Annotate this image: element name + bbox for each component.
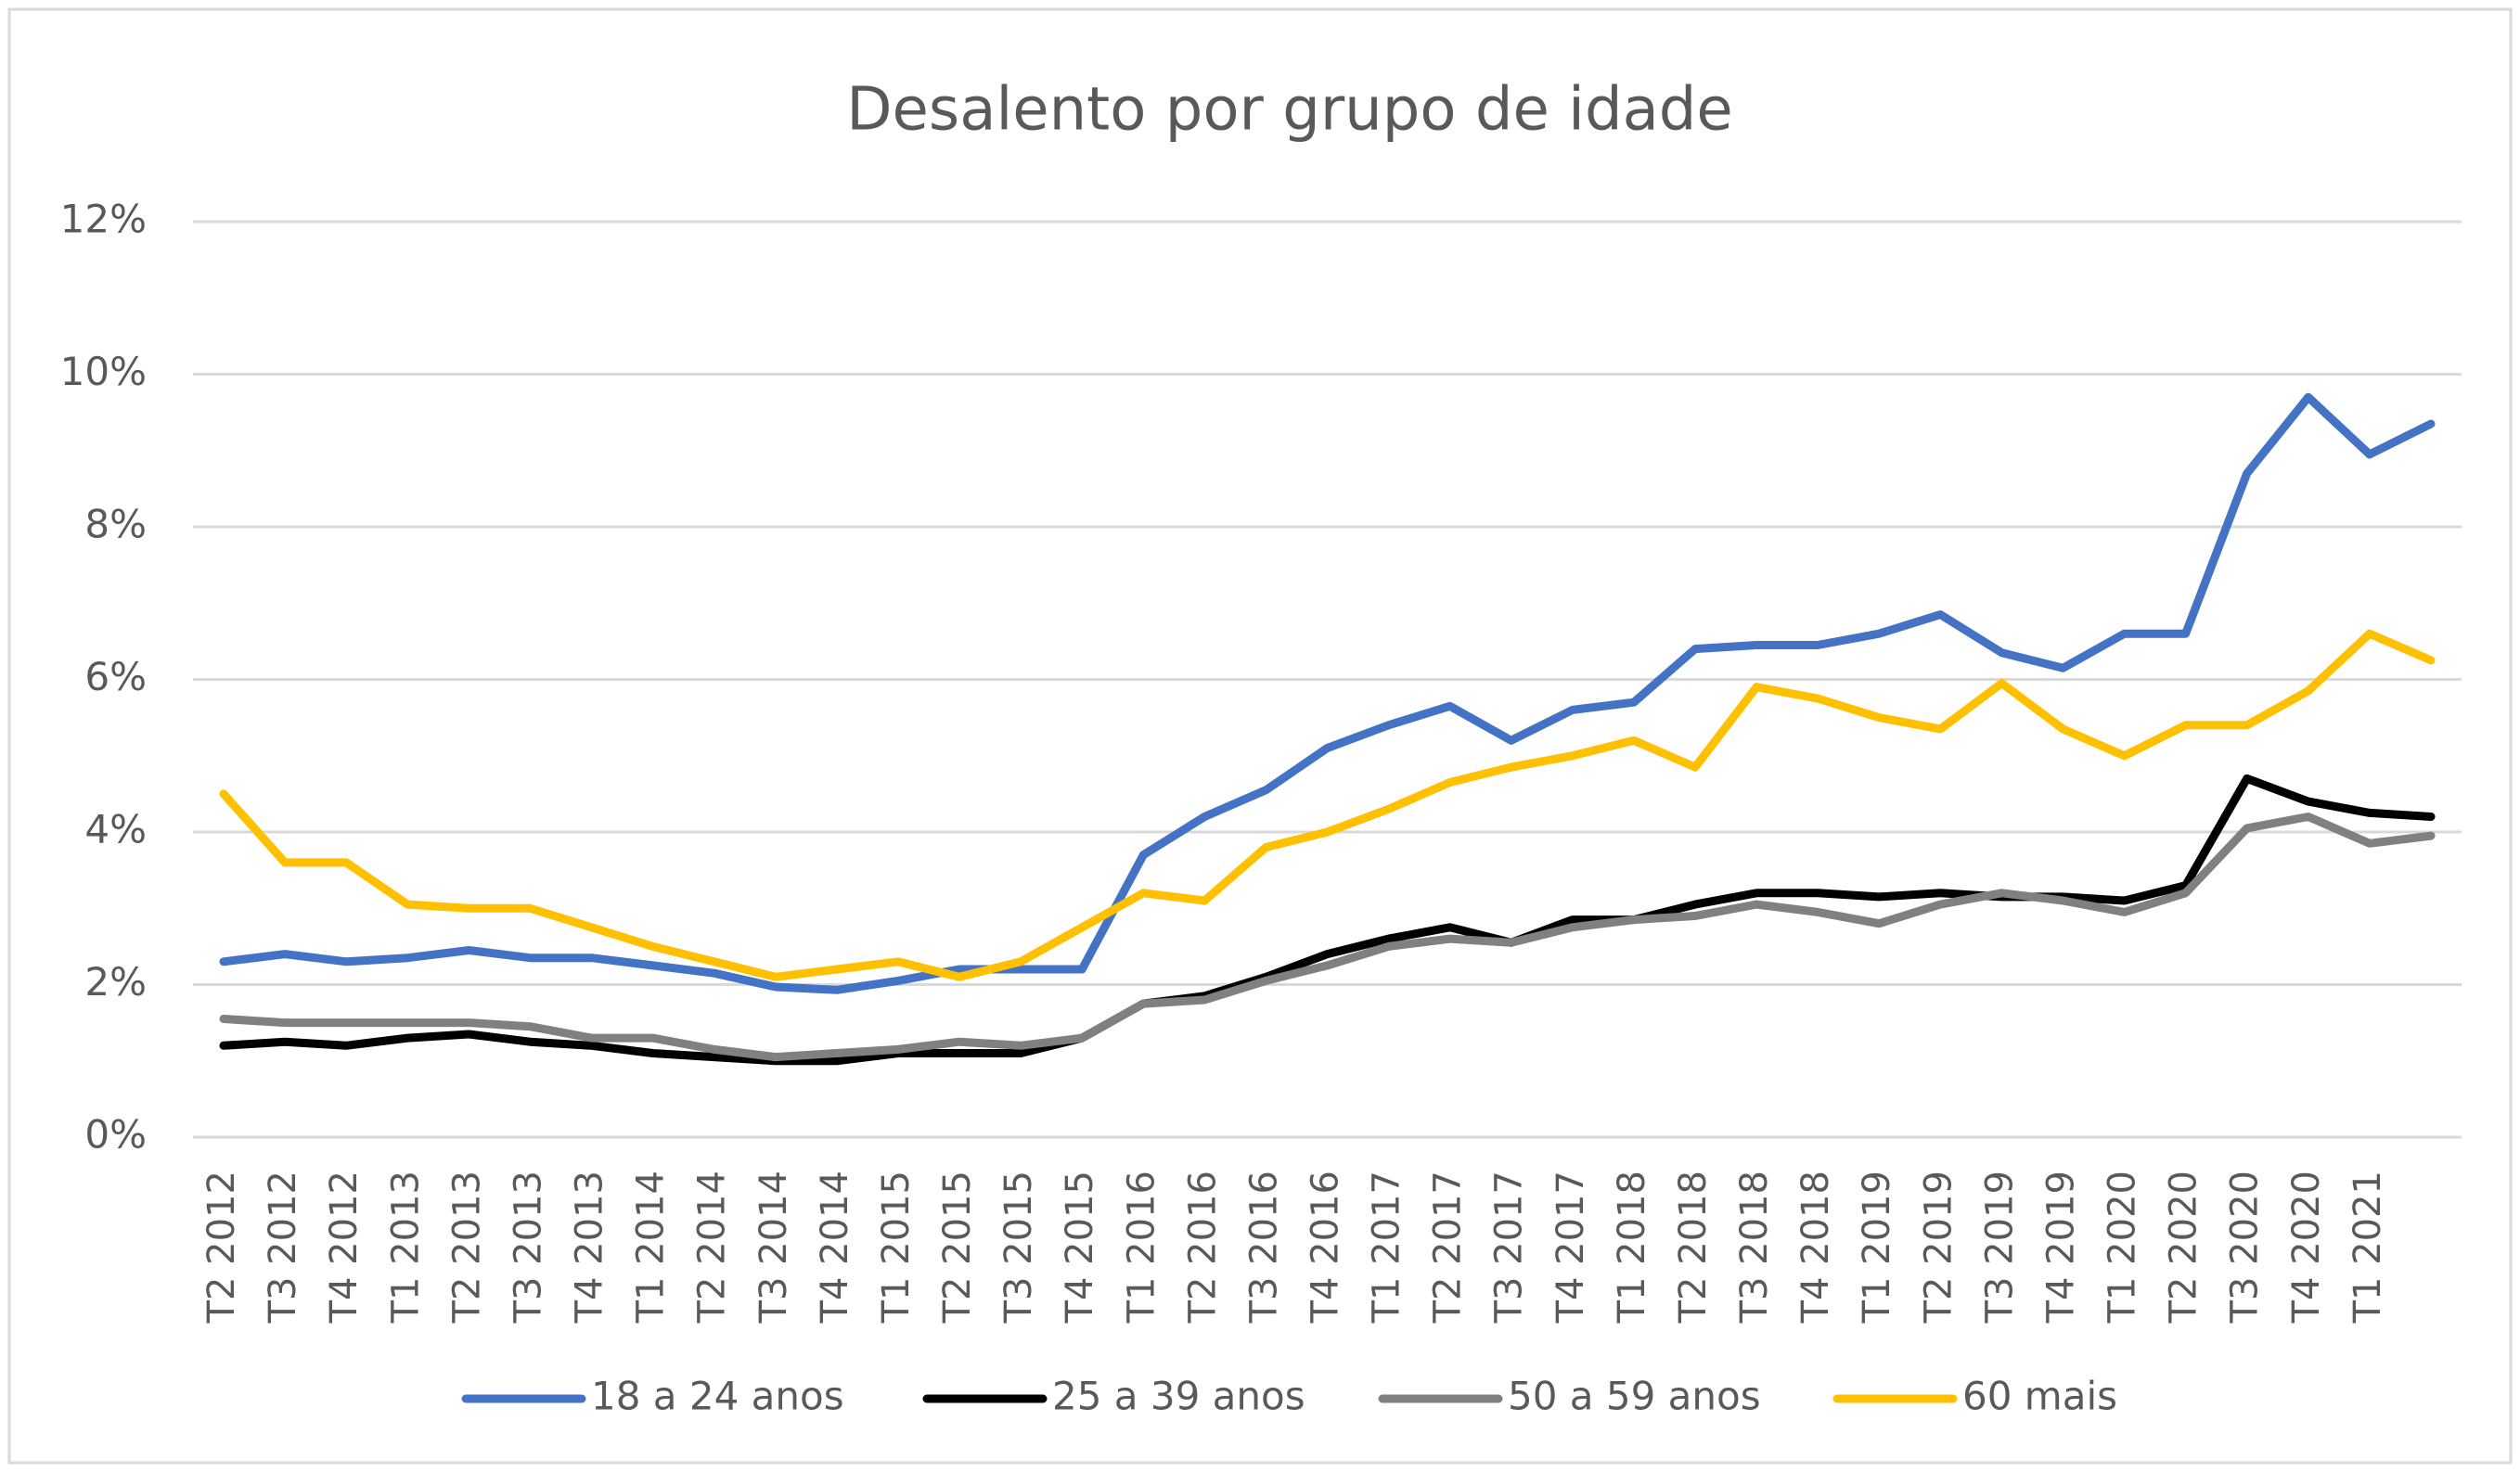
x-tick-label: T4 2015 bbox=[1059, 1171, 1101, 1324]
series-line bbox=[219, 629, 2436, 981]
x-tick-label: T1 2018 bbox=[1611, 1171, 1653, 1324]
x-tick-label: T3 2018 bbox=[1733, 1171, 1776, 1324]
x-tick-label: T3 2013 bbox=[507, 1171, 549, 1324]
x-tick-label: T2 2017 bbox=[1427, 1171, 1470, 1324]
x-tick-label: T1 2013 bbox=[384, 1171, 427, 1324]
x-tick-label: T4 2014 bbox=[814, 1171, 856, 1324]
x-tick-label: T1 2015 bbox=[875, 1171, 918, 1324]
x-tick-label: T2 2012 bbox=[200, 1171, 243, 1324]
x-tick-label: T1 2019 bbox=[1856, 1171, 1898, 1324]
y-tick-label: 6% bbox=[84, 654, 147, 699]
y-tick-label: 4% bbox=[84, 807, 147, 852]
y-tick-label: 8% bbox=[84, 502, 147, 547]
y-tick-label: 10% bbox=[60, 349, 147, 394]
x-tick-label: T3 2015 bbox=[997, 1171, 1040, 1324]
x-tick-label: T2 2018 bbox=[1672, 1171, 1715, 1324]
y-tick-label: 2% bbox=[84, 959, 147, 1005]
x-tick-label: T4 2012 bbox=[323, 1171, 366, 1324]
legend-label: 18 a 24 anos bbox=[591, 1374, 844, 1419]
x-tick-label: T1 2021 bbox=[2346, 1171, 2389, 1324]
chart-title: Desalento por grupo de idade bbox=[846, 76, 1733, 145]
x-tick-label: T2 2015 bbox=[936, 1171, 979, 1324]
x-tick-label: T1 2020 bbox=[2102, 1171, 2144, 1324]
x-tick-label: T2 2019 bbox=[1917, 1171, 1960, 1324]
chart-border bbox=[7, 7, 2513, 1465]
y-tick-label: 0% bbox=[84, 1112, 147, 1158]
x-tick-label: T4 2018 bbox=[1794, 1171, 1837, 1324]
legend-label: 50 a 59 anos bbox=[1508, 1374, 1761, 1419]
series-line bbox=[219, 813, 2436, 1062]
y-tick-label: 12% bbox=[60, 197, 147, 242]
x-tick-label: T2 2020 bbox=[2163, 1171, 2205, 1324]
x-tick-label: T3 2016 bbox=[1242, 1171, 1285, 1324]
x-tick-label: T2 2014 bbox=[691, 1171, 734, 1324]
x-tick-label: T4 2017 bbox=[1549, 1171, 1592, 1324]
x-tick-label: T2 2013 bbox=[445, 1171, 488, 1324]
x-tick-label: T3 2017 bbox=[1488, 1171, 1531, 1324]
x-tick-label: T4 2019 bbox=[2039, 1171, 2082, 1324]
legend-label: 25 a 39 anos bbox=[1052, 1374, 1305, 1419]
x-tick-label: T4 2013 bbox=[569, 1171, 611, 1324]
x-tick-label: T3 2020 bbox=[2224, 1171, 2267, 1324]
x-tick-label: T2 2016 bbox=[1181, 1171, 1224, 1324]
x-tick-label: T1 2016 bbox=[1120, 1171, 1163, 1324]
x-tick-label: T1 2017 bbox=[1366, 1171, 1408, 1324]
x-tick-label: T3 2012 bbox=[262, 1171, 304, 1324]
x-tick-label: T3 2019 bbox=[1978, 1171, 2021, 1324]
x-tick-label: T3 2014 bbox=[752, 1171, 795, 1324]
x-tick-label: T4 2016 bbox=[1305, 1171, 1347, 1324]
legend-label: 60 mais bbox=[1962, 1374, 2117, 1419]
x-tick-label: T4 2020 bbox=[2285, 1171, 2328, 1324]
series-line bbox=[219, 392, 2436, 994]
x-tick-label: T1 2014 bbox=[630, 1171, 673, 1324]
